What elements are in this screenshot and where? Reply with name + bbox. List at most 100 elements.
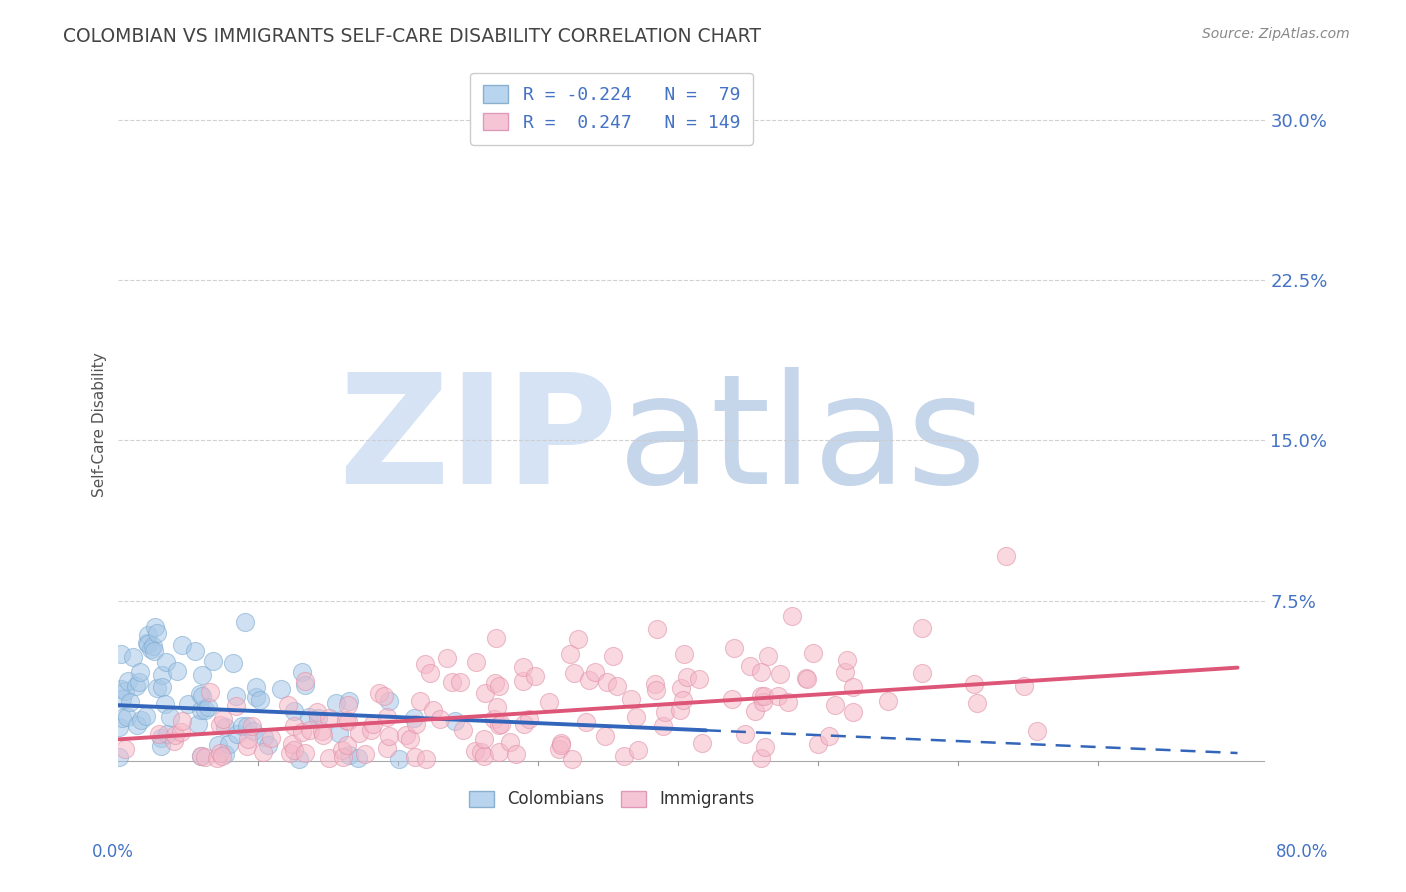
Point	[676, 670, 699, 684]
Point	[470, 745, 492, 759]
Point	[768, 689, 790, 703]
Point	[368, 686, 391, 700]
Point	[620, 692, 643, 706]
Point	[422, 703, 444, 717]
Point	[184, 643, 207, 657]
Point	[110, 692, 132, 706]
Point	[332, 749, 354, 764]
Point	[596, 675, 619, 690]
Point	[337, 714, 360, 729]
Point	[294, 674, 316, 689]
Point	[349, 726, 371, 740]
Point	[149, 731, 172, 745]
Point	[652, 719, 675, 733]
Point	[498, 735, 520, 749]
Point	[807, 737, 830, 751]
Point	[115, 710, 138, 724]
Point	[159, 710, 181, 724]
Point	[156, 726, 179, 740]
Point	[877, 694, 900, 708]
Point	[238, 731, 260, 746]
Point	[564, 666, 586, 681]
Point	[117, 673, 139, 688]
Point	[225, 690, 247, 704]
Point	[294, 746, 316, 760]
Point	[148, 727, 170, 741]
Text: COLOMBIAN VS IMMIGRANTS SELF-CARE DISABILITY CORRELATION CHART: COLOMBIAN VS IMMIGRANTS SELF-CARE DISABI…	[63, 27, 761, 45]
Point	[155, 655, 177, 669]
Point	[318, 710, 340, 724]
Point	[963, 677, 986, 691]
Point	[135, 709, 157, 723]
Point	[335, 713, 357, 727]
Point	[723, 641, 745, 656]
Point	[172, 714, 194, 728]
Point	[110, 647, 132, 661]
Point	[125, 718, 148, 732]
Point	[139, 642, 162, 657]
Point	[125, 679, 148, 693]
Point	[523, 669, 546, 683]
Point	[517, 712, 540, 726]
Point	[744, 704, 766, 718]
Point	[752, 695, 775, 709]
Point	[166, 664, 188, 678]
Point	[190, 703, 212, 717]
Point	[177, 697, 200, 711]
Point	[472, 731, 495, 746]
Text: ZIP: ZIP	[337, 368, 617, 516]
Point	[488, 745, 510, 759]
Point	[824, 698, 846, 712]
Point	[291, 724, 314, 739]
Point	[252, 745, 274, 759]
Point	[191, 668, 214, 682]
Point	[278, 746, 301, 760]
Point	[212, 712, 235, 726]
Point	[485, 631, 508, 645]
Point	[297, 710, 319, 724]
Point	[801, 646, 824, 660]
Point	[1026, 724, 1049, 739]
Point	[627, 743, 650, 757]
Point	[734, 727, 756, 741]
Point	[245, 680, 267, 694]
Text: Source: ZipAtlas.com: Source: ZipAtlas.com	[1202, 27, 1350, 41]
Text: atlas: atlas	[617, 368, 987, 516]
Point	[378, 729, 401, 743]
Point	[749, 665, 772, 679]
Legend: Colombians, Immigrants: Colombians, Immigrants	[463, 784, 761, 815]
Point	[108, 720, 131, 734]
Point	[242, 724, 264, 739]
Point	[256, 738, 278, 752]
Point	[668, 703, 690, 717]
Point	[721, 692, 744, 706]
Point	[818, 729, 841, 743]
Point	[120, 695, 142, 709]
Point	[842, 680, 865, 694]
Point	[644, 677, 666, 691]
Point	[769, 667, 792, 681]
Point	[283, 743, 305, 757]
Point	[436, 651, 458, 665]
Point	[233, 615, 256, 629]
Point	[583, 665, 606, 680]
Point	[375, 741, 398, 756]
Point	[548, 742, 571, 756]
Point	[645, 622, 668, 636]
Point	[143, 620, 166, 634]
Point	[150, 739, 173, 753]
Point	[136, 637, 159, 651]
Point	[218, 737, 240, 751]
Point	[150, 667, 173, 681]
Point	[136, 636, 159, 650]
Point	[550, 738, 572, 752]
Point	[505, 747, 527, 761]
Point	[231, 719, 253, 733]
Point	[671, 681, 693, 695]
Point	[841, 706, 863, 720]
Point	[613, 748, 636, 763]
Point	[235, 719, 257, 733]
Point	[197, 700, 219, 714]
Point	[911, 666, 934, 681]
Point	[419, 666, 441, 681]
